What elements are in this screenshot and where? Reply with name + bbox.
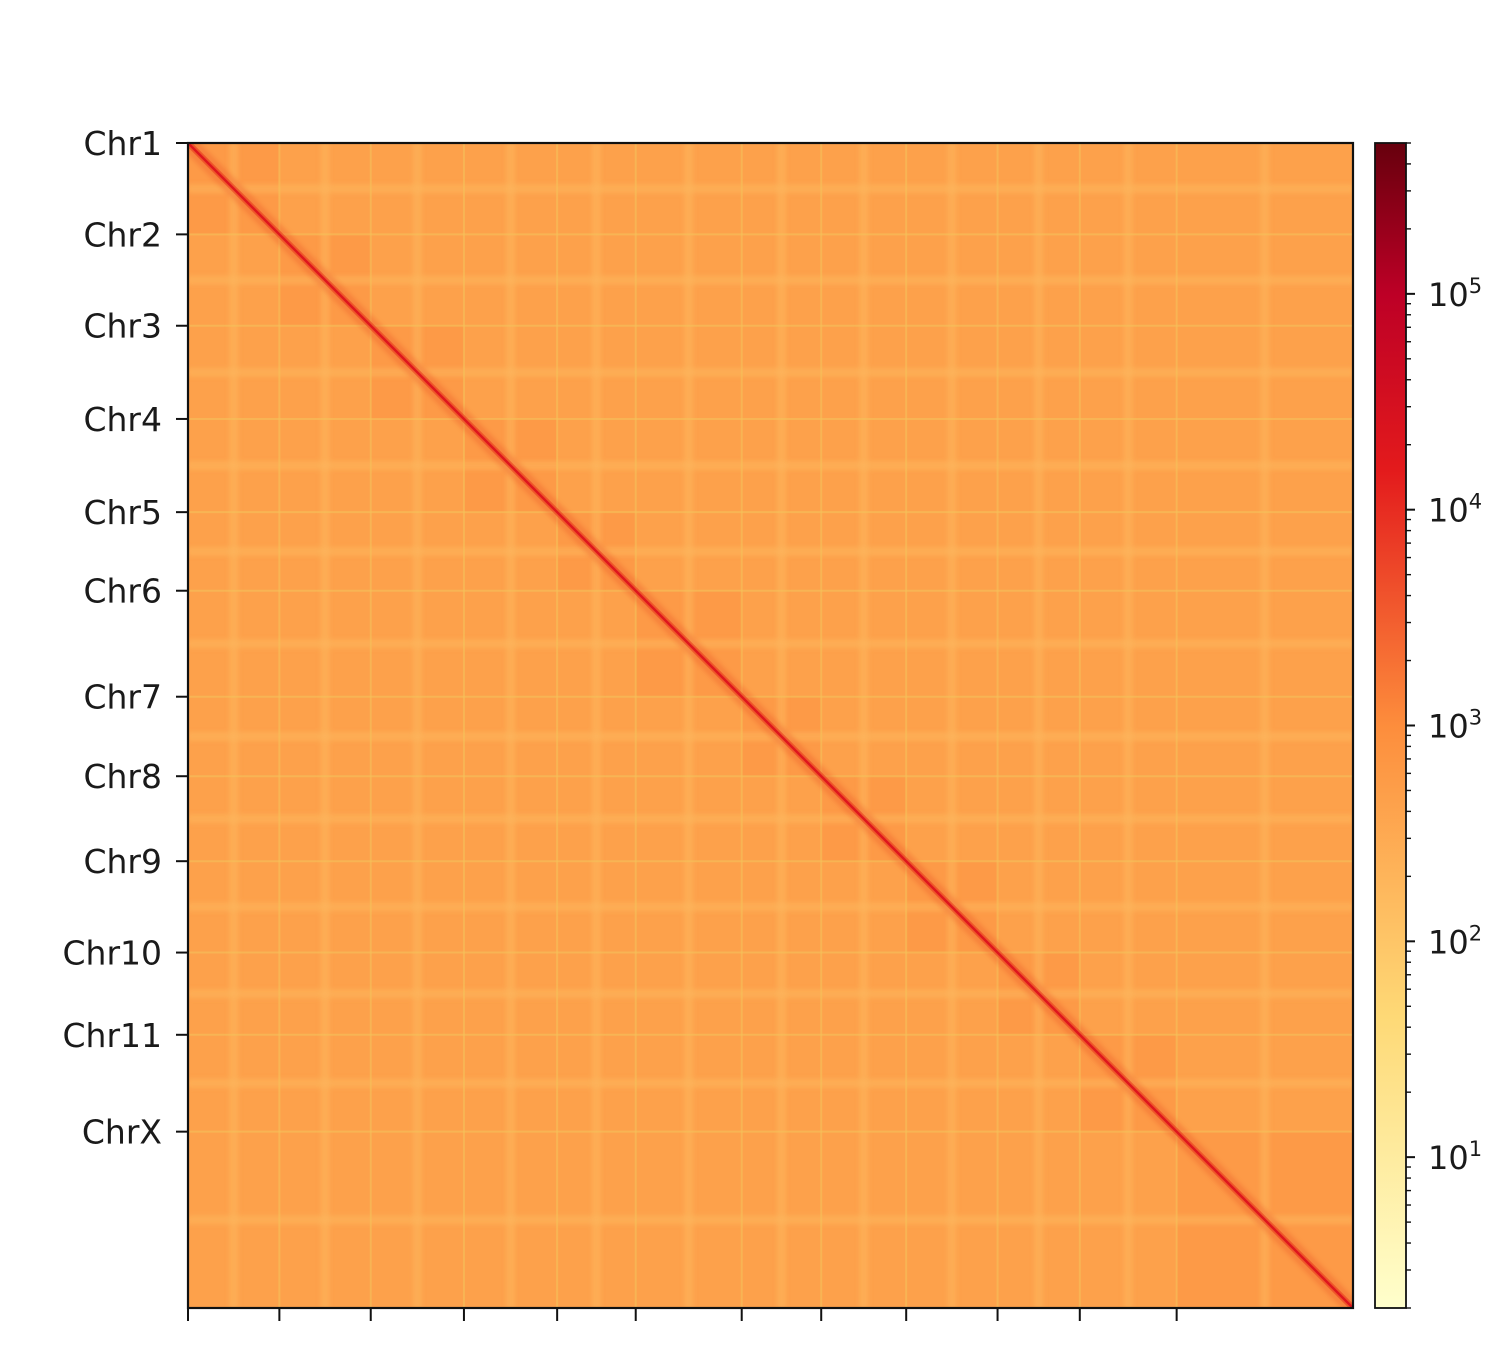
centromere-band-v xyxy=(320,143,330,1308)
y-tick-label-chr6: Chr6 xyxy=(83,572,162,611)
centromere-band-v xyxy=(1260,143,1270,1308)
y-tick-label-chrx: ChrX xyxy=(82,1113,162,1152)
colorbar-ticks: 101 102 103 104 105 xyxy=(1406,142,1482,1309)
centromere-band-h xyxy=(188,639,1353,649)
colorbar-gradient xyxy=(1374,142,1407,1309)
y-tick-label-chr2: Chr2 xyxy=(83,215,162,254)
centromere-band-v xyxy=(947,143,957,1308)
y-tick-label-chr3: Chr3 xyxy=(83,307,162,346)
centromere-band-v xyxy=(859,143,869,1308)
centromere-band-v xyxy=(412,143,422,1308)
colorbar-tick-label: 103 xyxy=(1428,706,1482,746)
centromere-band-h xyxy=(188,275,1353,285)
centromere-band-v xyxy=(1123,143,1133,1308)
centromere-band-v xyxy=(506,143,516,1308)
y-tick-label-chr5: Chr5 xyxy=(83,493,162,532)
colorbar-tick-label: 104 xyxy=(1428,490,1482,530)
x-axis xyxy=(187,1308,1178,1321)
y-tick-label-chr8: Chr8 xyxy=(83,757,162,796)
centromere-band-h xyxy=(188,902,1353,912)
centromere-band-h xyxy=(188,814,1353,824)
y-tick-label-chr11: Chr11 xyxy=(62,1016,162,1055)
heatmap-frame xyxy=(186,141,1355,1310)
colorbar-tick-label: 105 xyxy=(1428,274,1482,314)
heatmap-matrix xyxy=(188,143,1353,1308)
centromere-band-h xyxy=(188,989,1353,999)
centromere-band-h xyxy=(188,184,1353,194)
y-axis: Chr1 Chr2 Chr3 Chr4 Chr5 Chr6 Chr7 Chr8 Chr9 Chr1… xyxy=(62,124,188,1152)
centromere-band-v xyxy=(591,143,601,1308)
centromere-band-h xyxy=(188,1078,1353,1088)
centromere-bands xyxy=(188,143,1353,1308)
y-tick-label-chr10: Chr10 xyxy=(62,934,162,973)
centromere-band-v xyxy=(684,143,694,1308)
centromere-band-h xyxy=(188,1215,1353,1225)
y-tick-label-chr1: Chr1 xyxy=(83,124,162,163)
y-tick-label-chr7: Chr7 xyxy=(83,678,162,717)
colorbar-tick-label: 101 xyxy=(1428,1137,1482,1177)
colorbar: 101 102 103 104 105 xyxy=(1374,142,1482,1309)
centromere-band-h xyxy=(188,461,1353,471)
centromere-band-v xyxy=(1034,143,1044,1308)
diagonal-line xyxy=(188,143,1353,1308)
colorbar-tick-label: 102 xyxy=(1428,921,1482,961)
y-tick-label-chr9: Chr9 xyxy=(83,842,162,881)
centromere-band-h xyxy=(188,367,1353,377)
y-tick-label-chr4: Chr4 xyxy=(83,400,162,439)
centromere-band-v xyxy=(229,143,239,1308)
centromere-band-h xyxy=(188,546,1353,556)
chromosome-boundaries xyxy=(188,143,1353,1308)
